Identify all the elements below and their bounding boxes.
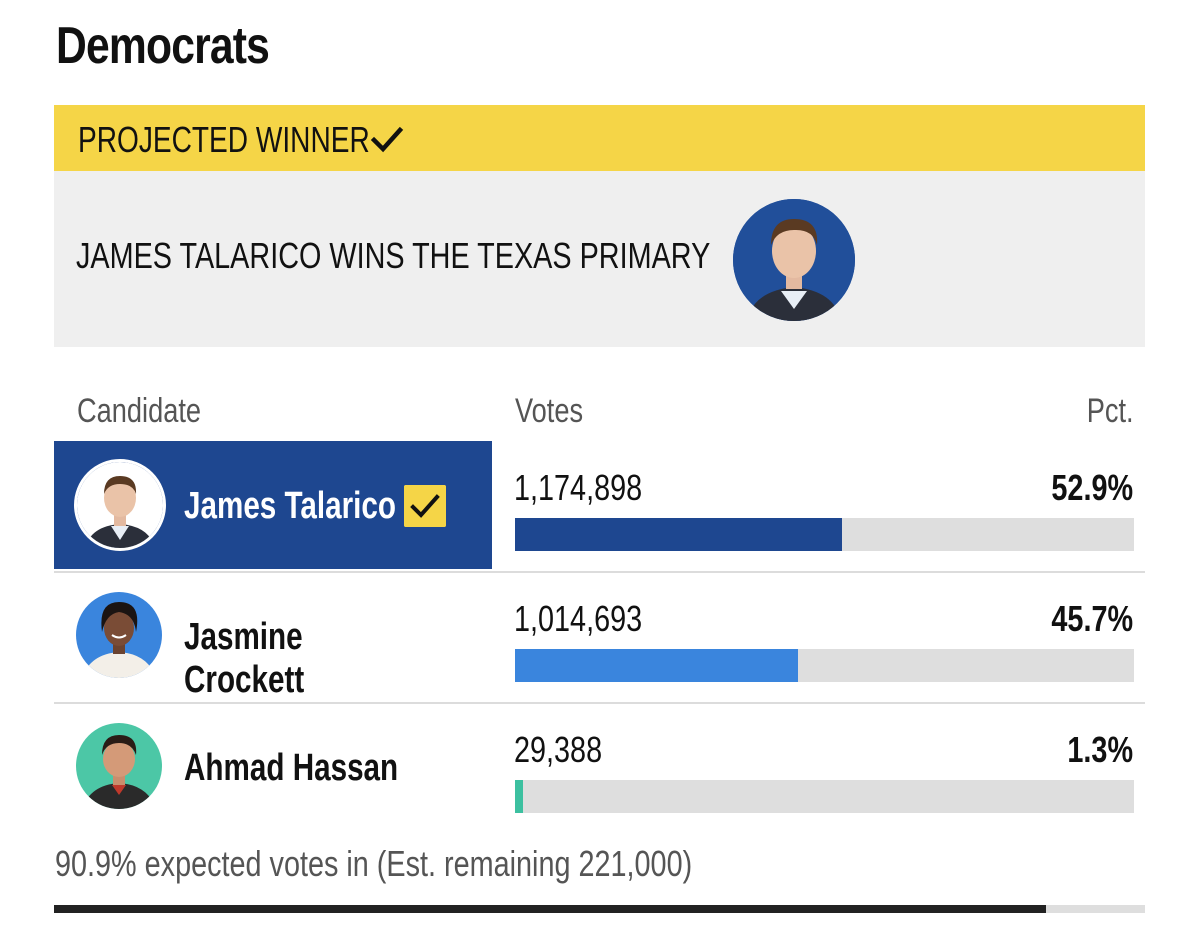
person-portrait-icon — [76, 723, 162, 809]
candidate-row[interactable]: Jasmine Crockett 1,014,693 45.7% — [54, 572, 1145, 704]
person-portrait-icon — [76, 592, 162, 678]
winner-headline: JAMES TALARICO WINS THE TEXAS PRIMARY — [76, 235, 711, 276]
column-header-candidate: Candidate — [77, 392, 202, 430]
vote-share-fill — [515, 518, 843, 551]
expected-votes-progress — [54, 905, 1145, 913]
candidate-row[interactable]: James Talarico 1,174,898 52.9% — [54, 441, 1145, 573]
vote-percentage: 52.9% — [1051, 467, 1133, 508]
vote-share-bar — [515, 780, 1134, 813]
candidate-cell: Ahmad Hassan — [54, 703, 492, 831]
vote-count: 1,174,898 — [514, 467, 643, 508]
checkmark-icon — [370, 126, 404, 153]
winner-checkmark-icon — [404, 485, 446, 527]
avatar — [74, 459, 166, 551]
vote-count: 29,388 — [514, 729, 603, 770]
vote-share-bar — [515, 518, 1134, 551]
expected-votes-progress-fill — [54, 905, 1046, 913]
column-header-votes: Votes — [515, 392, 584, 430]
avatar — [76, 723, 162, 809]
vote-share-fill — [515, 780, 524, 813]
expected-votes-note: 90.9% expected votes in (Est. remaining … — [55, 843, 693, 884]
candidate-name: Ahmad Hassan — [184, 747, 399, 789]
candidate-cell: Jasmine Crockett — [54, 572, 492, 701]
winner-panel: JAMES TALARICO WINS THE TEXAS PRIMARY — [54, 171, 1145, 347]
winner-photo — [733, 199, 855, 321]
vote-share-fill — [515, 649, 798, 682]
vote-percentage: 1.3% — [1067, 729, 1133, 770]
person-portrait-icon — [77, 462, 163, 548]
candidate-name: Jasmine Crockett — [184, 616, 305, 701]
vote-count: 1,014,693 — [514, 598, 643, 639]
projected-winner-banner: PROJECTED WINNER — [54, 105, 1145, 171]
party-title: Democrats — [56, 17, 270, 75]
candidate-cell: James Talarico — [54, 441, 492, 569]
vote-percentage: 45.7% — [1051, 598, 1133, 639]
projected-winner-label: PROJECTED WINNER — [78, 119, 370, 160]
person-portrait-icon — [733, 199, 855, 321]
candidate-name: James Talarico — [184, 485, 397, 527]
avatar — [76, 592, 162, 678]
vote-share-bar — [515, 649, 1134, 682]
candidate-row[interactable]: Ahmad Hassan 29,388 1.3% — [54, 703, 1145, 833]
column-header-pct: Pct. — [1087, 392, 1134, 430]
